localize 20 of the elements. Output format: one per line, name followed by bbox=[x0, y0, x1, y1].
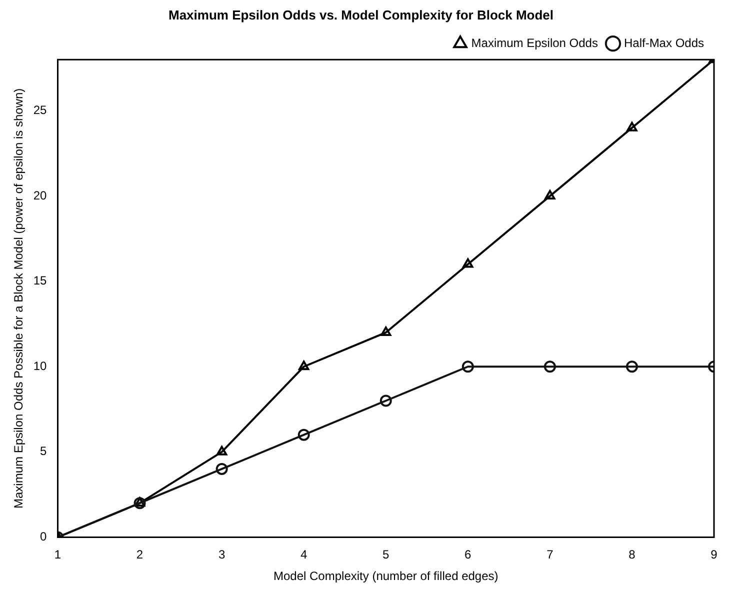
y-tick-label: 0 bbox=[40, 530, 48, 544]
x-tick-label: 7 bbox=[546, 548, 554, 562]
legend-label: Half-Max Odds bbox=[624, 36, 704, 50]
x-tick-label: 2 bbox=[136, 548, 144, 562]
y-tick-label: 5 bbox=[40, 444, 48, 458]
y-axis-title: Maximum Epsilon Odds Possible for a Block Model (power of epsilon is shown) bbox=[12, 88, 26, 508]
chart-title: Maximum Epsilon Odds vs. Model Complexity for Block Model bbox=[168, 7, 554, 22]
legend-label: Maximum Epsilon Odds bbox=[471, 36, 598, 50]
x-tick-label: 8 bbox=[628, 548, 636, 562]
x-tick-label: 4 bbox=[300, 548, 308, 562]
x-tick-label: 3 bbox=[218, 548, 226, 562]
x-tick-label: 6 bbox=[464, 548, 472, 562]
y-tick-label: 15 bbox=[33, 274, 48, 288]
y-tick-label: 10 bbox=[33, 358, 48, 373]
y-tick-label: 20 bbox=[33, 188, 48, 202]
x-tick-label: 5 bbox=[382, 548, 390, 562]
y-tick-label: 25 bbox=[33, 103, 48, 118]
x-tick-label: 1 bbox=[54, 548, 62, 562]
x-axis-title: Model Complexity (number of filled edges) bbox=[273, 569, 498, 584]
x-tick-label: 9 bbox=[710, 548, 718, 562]
